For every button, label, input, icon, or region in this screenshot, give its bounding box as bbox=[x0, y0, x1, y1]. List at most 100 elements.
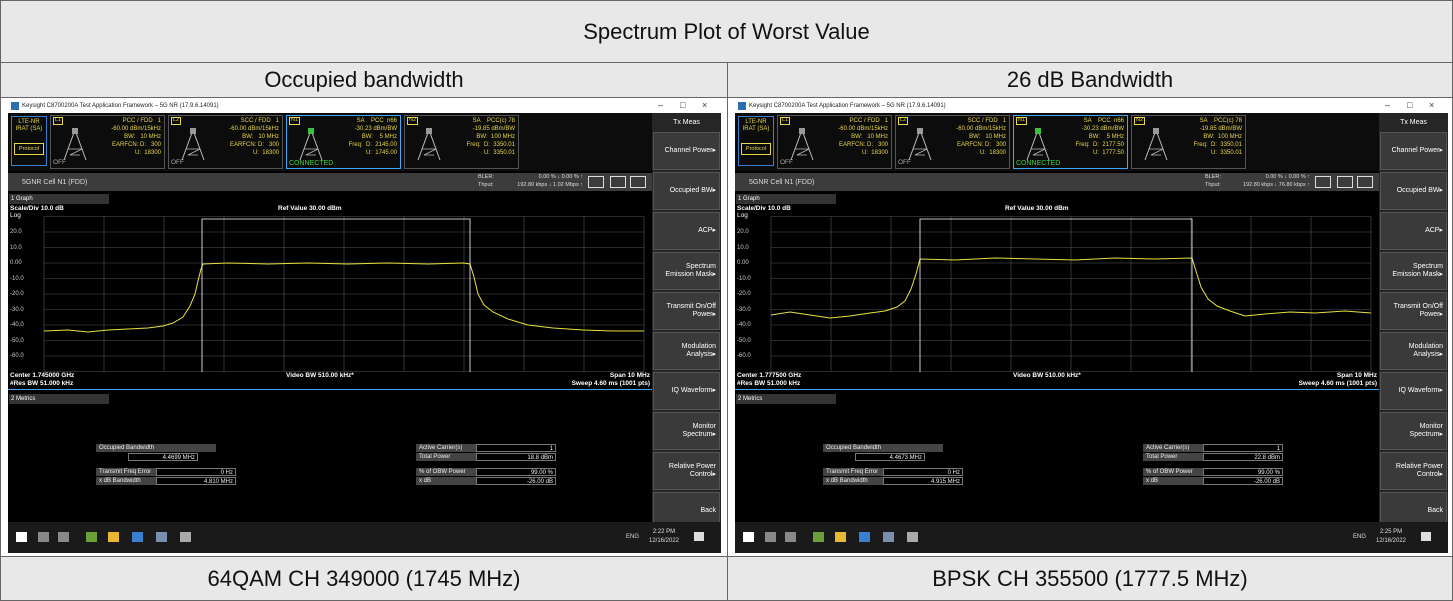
menu-button[interactable]: Transmit On/Off Power▸ bbox=[653, 292, 720, 330]
scale-label: Scale/Div 10.0 dB bbox=[737, 205, 791, 212]
thput-value: 192.80 kbps ↓ 1.02 Mbps ↑ bbox=[517, 182, 583, 188]
metric-label: Active Carrier(s) bbox=[416, 444, 476, 452]
menu-button[interactable]: Channel Power▸ bbox=[1380, 132, 1447, 170]
window-control: × bbox=[1429, 100, 1435, 110]
spectrum-trace bbox=[43, 262, 644, 333]
cell-state: OFF bbox=[780, 159, 793, 166]
window-control: × bbox=[702, 100, 708, 110]
menu-button[interactable]: ACP▸ bbox=[653, 212, 720, 250]
cell-badge: N2 bbox=[407, 117, 419, 125]
bandwidth-marker bbox=[201, 218, 471, 372]
menu-button[interactable]: IQ Waveform▸ bbox=[1380, 372, 1447, 410]
menu-button[interactable]: Channel Power▸ bbox=[653, 132, 720, 170]
tower-icon bbox=[63, 128, 87, 161]
tower-icon bbox=[417, 128, 441, 161]
metric-value: 99.00 % bbox=[1203, 468, 1283, 476]
cell-state: CONNECTED bbox=[1016, 160, 1061, 167]
metric-value: 1 bbox=[1203, 444, 1283, 452]
cell-name: 5GNR Cell N1 (FDD) bbox=[749, 179, 815, 186]
status-area bbox=[735, 113, 1379, 171]
thput-value: 192.80 kbps ↓ 76.80 kbps ↑ bbox=[1243, 182, 1310, 188]
taskbar-icon bbox=[156, 532, 167, 542]
menu-button[interactable]: Relative Power Control▸ bbox=[653, 452, 720, 490]
metric-value: 4.915 MHz bbox=[883, 477, 963, 485]
irat-label: LTE-NR bbox=[745, 119, 767, 125]
y-tick-label: -10.0 bbox=[737, 275, 751, 282]
irat-box bbox=[738, 116, 774, 166]
cell-info: -30.23 dBm/BW bbox=[1081, 126, 1124, 132]
menu-button[interactable]: Occupied BW▸ bbox=[1380, 172, 1447, 210]
tower-icon bbox=[1144, 128, 1168, 161]
tower-brace bbox=[1149, 148, 1164, 156]
cell-info: Freq: D: 3350.01 bbox=[1193, 142, 1242, 148]
log-label: Log bbox=[10, 212, 21, 219]
menu-button[interactable]: Spectrum Emission Mask▸ bbox=[653, 252, 720, 290]
cell-info: SA PCC(c) 78 bbox=[472, 118, 515, 124]
cell-info: U: 3350.01 bbox=[483, 150, 515, 156]
tower-head bbox=[190, 128, 196, 134]
cell-state: OFF bbox=[53, 159, 66, 166]
menu-button[interactable]: ACP▸ bbox=[1380, 212, 1447, 250]
thput-label: Thput: bbox=[478, 182, 494, 188]
metric-label: Transmit Freq Error bbox=[96, 468, 156, 476]
metric-value: 4.4699 MHz bbox=[128, 453, 198, 461]
table-title: Spectrum Plot of Worst Value bbox=[0, 0, 1453, 63]
cell-info: U: 1745.00 bbox=[365, 150, 397, 156]
cell-info: EARFCN: D: 300 bbox=[111, 142, 161, 148]
cell-info: SA PCC n66 bbox=[1083, 118, 1124, 124]
menu-button[interactable]: Monitor Spectrum▸ bbox=[653, 412, 720, 450]
cell-info: -30.23 dBm/BW bbox=[354, 126, 397, 132]
cell-info: Freq: D: 3350.01 bbox=[466, 142, 515, 148]
tower-icon bbox=[1026, 128, 1050, 161]
taskbar-icon bbox=[907, 532, 918, 542]
y-tick-label: 10.0 bbox=[10, 244, 22, 251]
menu-button[interactable]: Transmit On/Off Power▸ bbox=[1380, 292, 1447, 330]
metric-label: x dB Bandwidth bbox=[96, 477, 156, 485]
metrics-select: 2 Metrics bbox=[9, 394, 109, 404]
taskbar-icon bbox=[58, 532, 69, 542]
menu-button[interactable]: Monitor Spectrum▸ bbox=[1380, 412, 1447, 450]
tower-head bbox=[72, 128, 78, 134]
metric-label: x dB bbox=[416, 477, 476, 485]
column-header: Occupied bandwidth bbox=[0, 62, 728, 98]
tower-brace bbox=[304, 148, 319, 156]
taskbar-icon bbox=[16, 532, 27, 542]
rbw-label: #Res BW 51.000 kHz bbox=[737, 380, 801, 387]
menu-button[interactable]: IQ Waveform▸ bbox=[653, 372, 720, 410]
cell-info: PCC / FDD 1 bbox=[122, 118, 161, 124]
window-title: Keysight C8700200A Test Application Fram… bbox=[22, 103, 219, 109]
cell-state: CONNECTED bbox=[289, 160, 334, 167]
window-title: Keysight C8700200A Test Application Fram… bbox=[749, 103, 946, 109]
menu-button[interactable]: Occupied BW▸ bbox=[653, 172, 720, 210]
tray-time: 2:25 PM bbox=[1379, 529, 1403, 535]
y-tick-label: 0.00 bbox=[737, 260, 749, 266]
cell-info: SA PCC(c) 78 bbox=[1199, 118, 1242, 124]
center-label: Center 1.745000 GHz bbox=[10, 372, 75, 379]
tower-icon bbox=[299, 128, 323, 161]
metric-value: 99.00 % bbox=[476, 468, 556, 476]
vbw-label: Video BW 510.00 kHz* bbox=[1013, 372, 1081, 379]
menu-title: Tx Meas bbox=[1400, 119, 1427, 126]
cell-info: U: 1777.50 bbox=[1092, 150, 1124, 156]
cell-badge: L1 bbox=[780, 117, 791, 125]
taskbar-icon bbox=[180, 532, 191, 542]
cell-info: -19.85 dBm/BW bbox=[1199, 126, 1242, 132]
menu-button[interactable]: Modulation Analysis▸ bbox=[653, 332, 720, 370]
tower-brace bbox=[1031, 148, 1046, 156]
thput-label: Thput: bbox=[1205, 182, 1221, 188]
tower-icon bbox=[908, 128, 932, 161]
window-control: – bbox=[1385, 100, 1391, 110]
menu-button[interactable]: Spectrum Emission Mask▸ bbox=[1380, 252, 1447, 290]
menu-button[interactable]: Relative Power Control▸ bbox=[1380, 452, 1447, 490]
cell-badge: N1 bbox=[289, 117, 301, 125]
log-label: Log bbox=[737, 212, 748, 219]
tower-brace bbox=[795, 148, 810, 156]
y-tick-label: -40.0 bbox=[737, 322, 751, 328]
cell-info: Freq: D: 2145.00 bbox=[348, 142, 397, 148]
y-tick-label: -10.0 bbox=[10, 275, 24, 282]
menu-button[interactable]: Modulation Analysis▸ bbox=[1380, 332, 1447, 370]
y-tick-label: -20.0 bbox=[737, 291, 751, 297]
bler-value: 0.00 % ↓ 0.00 % ↑ bbox=[1265, 174, 1310, 180]
window-control: □ bbox=[1407, 100, 1413, 110]
